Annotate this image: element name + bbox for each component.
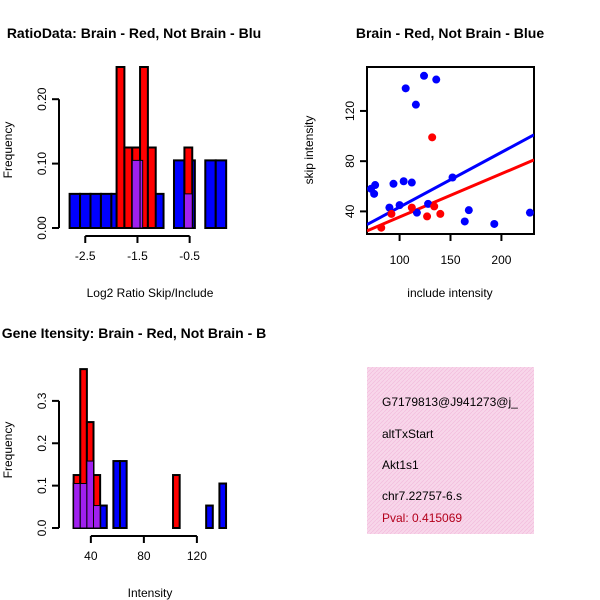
scatter-x-tick-label: 200: [491, 253, 511, 267]
intensity-bar-overlap-3: [93, 505, 101, 529]
intensity-x-label: Intensity: [128, 586, 173, 600]
scatter-chart-title: Brain - Red, Not Brain - Blue: [356, 25, 544, 41]
scatter-point-brain-5: [430, 202, 439, 211]
scatter-y-tick-label: 40: [343, 204, 357, 218]
intensity-y-tick-label: 0.2: [35, 435, 49, 452]
ratio-y-axis: 0.00 0.10 0.20: [35, 87, 60, 240]
scatter-x-label: include intensity: [407, 286, 492, 300]
scatter-point-not-brain-17: [490, 219, 499, 228]
ratio-bar-brain-1: [123, 146, 134, 229]
intensity-bars: [72, 368, 228, 530]
intensity-y-tick-label: 0.1: [35, 477, 49, 494]
intensity-x-tick-label: 80: [137, 549, 151, 563]
scatter-x-tick-label: 150: [440, 253, 460, 267]
scatter-point-not-brain-18: [525, 208, 534, 217]
pval-text: Pval: 0.415069: [382, 511, 462, 525]
ratio-y-label: Frequency: [1, 122, 15, 179]
scatter-point-not-brain-16: [464, 206, 473, 215]
intensity-y-label: Frequency: [1, 422, 15, 479]
scatter-point-brain-1: [387, 209, 396, 218]
scatter-point-not-brain-4: [389, 179, 398, 188]
intensity-bar-not-brain-8: [218, 482, 228, 529]
ratio-histogram: RatioData: Brain - Red, Not Brain - Blu …: [1, 25, 261, 300]
scatter-y-tick-label: 120: [343, 101, 357, 121]
scatter-point-not-brain-15: [460, 217, 469, 226]
scatter-point-not-brain-13: [432, 75, 441, 84]
info-panel: G7179813@J941273@j_ altTxStart Akt1s1 ch…: [367, 367, 534, 534]
intensity-x-tick-label: 120: [187, 549, 207, 563]
ratio-bar-not-brain-9: [204, 159, 217, 230]
ratio-bar-not-brain-7: [172, 159, 186, 230]
ratio-bar-not-brain-10: [214, 159, 228, 230]
intensity-x-tick-label: 40: [84, 549, 98, 563]
scatter-point-not-brain-2: [371, 181, 380, 190]
event-id-text: G7179813@J941273@j_: [382, 395, 518, 409]
intensity-y-tick-label: 0.0: [35, 519, 49, 536]
ratio-bars: [68, 66, 228, 230]
scatter-point-brain-2: [407, 203, 416, 212]
intensity-chart-title: Gene Itensity: Brain - Red, Not Brain - …: [2, 325, 266, 341]
scatter-x-axis: 100 150 200: [390, 234, 512, 267]
location-text: chr7.22757-6.s: [382, 489, 462, 503]
intensity-bar-overlap-2: [86, 460, 95, 529]
intensity-scatter: Brain - Red, Not Brain - Blue 100 150 200 …: [302, 25, 544, 300]
ratio-y-tick-label: 0.20: [35, 87, 49, 111]
scatter-point-not-brain-11: [420, 71, 429, 80]
scatter-point-brain-3: [423, 212, 432, 221]
ratio-bar-not-brain-3: [99, 192, 113, 229]
intensity-bar-not-brain-6: [119, 460, 128, 529]
ratio-x-label: Log2 Ratio Skip/Include: [87, 286, 214, 300]
ratio-bar-not-brain-2: [89, 192, 102, 229]
event-type-text: altTxStart: [382, 427, 434, 441]
intensity-y-tick-label: 0.3: [35, 392, 49, 409]
scatter-point-not-brain-6: [399, 177, 408, 186]
intensity-x-axis: 40 80 120: [84, 535, 207, 563]
scatter-point-brain-0: [377, 223, 386, 232]
ratio-bar-brain-4: [146, 146, 157, 229]
intensity-bar-overlap-0: [73, 483, 81, 529]
scatter-point-not-brain-7: [401, 84, 410, 93]
scatter-y-tick-label: 80: [343, 154, 357, 168]
scatter-point-not-brain-9: [411, 100, 420, 109]
intensity-bar-not-brain-7: [205, 504, 214, 530]
scatter-fit-line-brain: [367, 158, 534, 233]
ratio-x-tick-label: -0.5: [179, 249, 200, 263]
scatter-y-axis: 40 80 120: [343, 101, 367, 218]
scatter-marks: [367, 71, 534, 233]
ratio-y-tick-label: 0.10: [35, 152, 49, 176]
scatter-point-brain-6: [436, 209, 445, 218]
ratio-x-tick-label: -1.5: [127, 249, 148, 263]
scatter-x-tick-label: 100: [390, 253, 410, 267]
scatter-point-not-brain-10: [412, 208, 421, 217]
intensity-histogram: Gene Itensity: Brain - Red, Not Brain - …: [1, 325, 266, 600]
ratio-x-tick-label: -2.5: [75, 249, 96, 263]
scatter-point-brain-4: [428, 133, 437, 142]
ratio-chart-title: RatioData: Brain - Red, Not Brain - Blu: [7, 25, 261, 41]
ratio-y-tick-label: 0.00: [35, 216, 49, 240]
info-panel-background: [367, 367, 534, 534]
scatter-point-not-brain-8: [407, 178, 416, 187]
scatter-y-label: skip intensity: [302, 116, 316, 185]
ratio-bar-not-brain-1: [79, 192, 92, 229]
scatter-point-not-brain-1: [370, 189, 379, 198]
ratio-bar-brain-0: [115, 66, 126, 229]
scatter-point-not-brain-5: [395, 201, 404, 210]
ratio-bar-overlap-1: [139, 159, 144, 229]
intensity-bar-brain-4: [172, 474, 181, 529]
gene-name-text: Akt1s1: [382, 458, 419, 472]
intensity-y-axis: 0.0 0.1 0.2 0.3: [35, 392, 60, 536]
intensity-bar-overlap-1: [79, 483, 88, 529]
ratio-x-axis: -2.5 -1.5 -0.5: [75, 235, 200, 263]
scatter-point-not-brain-3: [385, 203, 394, 212]
ratio-bar-overlap-0: [131, 159, 141, 229]
ratio-bar-overlap-2: [183, 193, 193, 229]
ratio-bar-not-brain-0: [68, 192, 82, 229]
scatter-point-not-brain-12: [424, 199, 433, 208]
scatter-point-not-brain-14: [448, 173, 457, 182]
